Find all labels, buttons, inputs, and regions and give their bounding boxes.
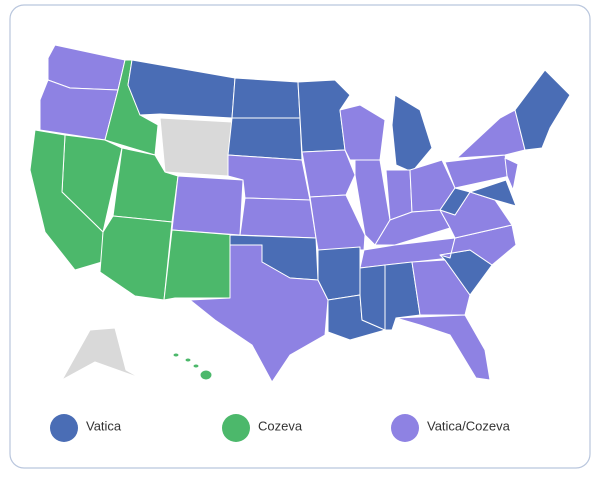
state xyxy=(163,229,236,301)
state xyxy=(385,169,413,221)
state xyxy=(159,117,233,177)
state xyxy=(189,244,329,383)
state xyxy=(395,314,491,381)
legend-label: Vatica xyxy=(86,418,122,433)
state xyxy=(199,369,213,381)
state xyxy=(411,259,471,316)
legend-swatch xyxy=(391,414,419,442)
state xyxy=(171,175,244,236)
state xyxy=(514,69,571,151)
legend: Vatica Cozeva Vatica/Cozeva xyxy=(50,414,511,442)
state xyxy=(239,197,317,239)
state xyxy=(172,352,180,358)
state xyxy=(359,264,386,331)
state xyxy=(227,117,303,161)
state xyxy=(504,157,519,191)
state xyxy=(184,357,192,363)
legend-label: Vatica/Cozeva xyxy=(427,418,511,433)
state xyxy=(99,215,173,301)
state xyxy=(469,179,517,207)
state xyxy=(61,327,141,381)
legend-swatch xyxy=(50,414,78,442)
legend-swatch xyxy=(222,414,250,442)
state xyxy=(317,246,361,301)
state xyxy=(192,363,200,369)
us-map xyxy=(29,44,571,383)
legend-label: Cozeva xyxy=(258,418,303,433)
state xyxy=(231,77,301,119)
state xyxy=(301,149,356,198)
